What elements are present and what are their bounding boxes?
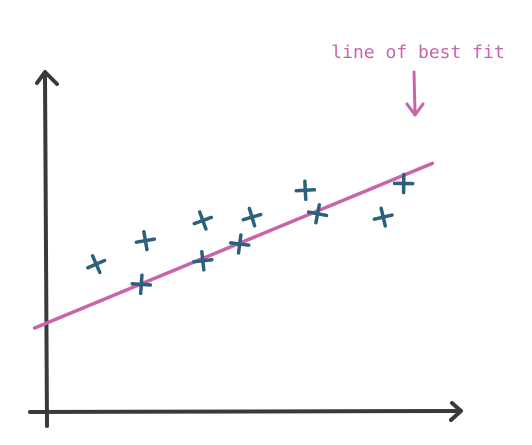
data-point [372,206,394,228]
annotation-label: line of best fit [331,42,504,63]
data-points [86,172,415,296]
x-axis-arrowhead [449,401,463,422]
data-point [228,233,251,255]
x-axis [28,401,463,422]
data-point [306,203,329,225]
data-point [392,172,415,195]
line-of-best-fit [32,161,435,330]
data-point [86,254,107,275]
y-axis-arrowhead [35,70,59,86]
data-point [294,179,317,202]
annotation-arrow [412,70,417,115]
annotation: line of best fit [331,42,505,117]
x-axis-line [28,409,461,414]
y-axis-line [43,74,49,428]
annotation-arrowhead [405,102,425,117]
data-point [134,229,157,252]
y-axis [35,70,59,428]
data-point [192,250,214,272]
data-point [192,210,214,231]
data-point [130,273,153,296]
data-point [241,206,263,228]
